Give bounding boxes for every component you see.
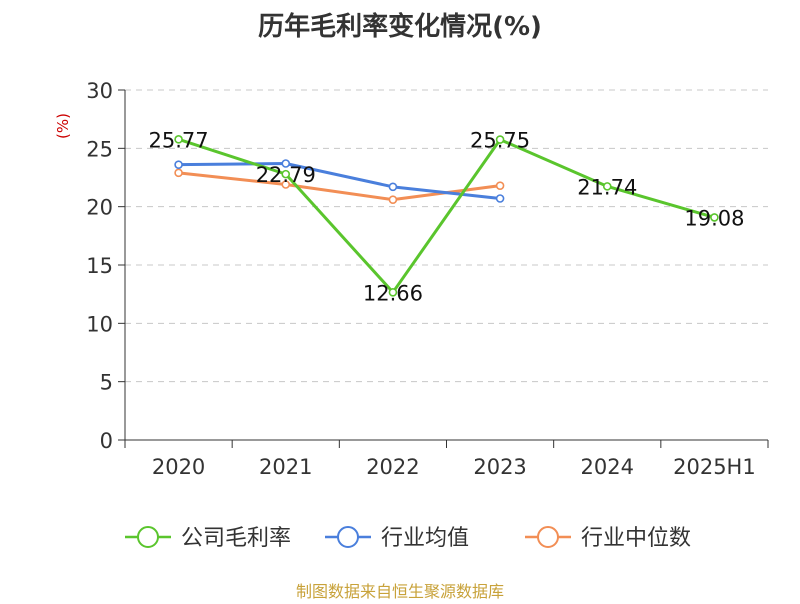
legend-item[interactable]: 行业中位数 [525,526,691,551]
data-point[interactable] [281,169,291,179]
legend-label: 公司毛利率 [181,526,291,551]
data-point[interactable] [710,213,719,222]
data-point[interactable] [388,287,398,297]
x-tick-label: 2025H1 [673,455,756,479]
chart-title: 历年毛利率变化情况(%) [258,12,542,42]
y-tick-label: 25 [86,137,113,161]
legend-marker [337,526,359,548]
y-tick-label: 0 [100,429,113,453]
y-tick-label: 30 [86,79,113,103]
data-label: 25.75 [470,129,530,153]
legend-marker [137,526,159,548]
y-axis-label: (%) [54,113,72,139]
legend-label: 行业均值 [381,526,469,551]
y-tick-label: 20 [86,196,113,220]
data-point[interactable] [495,181,505,190]
data-label: 25.77 [149,128,209,152]
data-point[interactable] [174,135,183,144]
data-point[interactable] [495,194,505,203]
legend: 公司毛利率 行业均值 行业中位数 [125,526,691,551]
data-label: 22.79 [256,163,316,187]
series-layer [174,135,719,297]
data-label: 12.66 [363,281,423,305]
series-line [178,137,715,294]
data-point[interactable] [281,180,291,189]
data-label: 19.08 [684,206,744,230]
legend-label: 行业中位数 [581,526,691,551]
legend-item[interactable]: 行业均值 [325,526,469,551]
axis-layer: 0 5 10 15 20 25 30 (%) 2020 2021 2022 2023 2024 2025H… [54,79,769,479]
y-tick-label: 15 [86,254,113,278]
data-point[interactable] [281,159,291,168]
series-line [178,162,501,200]
data-point[interactable] [495,135,505,144]
data-point[interactable] [174,160,183,169]
y-tick-label: 10 [86,312,113,336]
data-point[interactable] [602,182,612,191]
legend-item[interactable]: 公司毛利率 [125,526,291,551]
x-tick-label: 2023 [473,455,526,479]
data-point[interactable] [388,195,398,204]
data-point[interactable] [388,182,398,192]
legend-marker [537,526,559,548]
label-layer: 25.77 22.79 12.66 25.75 21.74 19.08 [149,128,745,305]
source-text: 制图数据来自恒生聚源数据库 [295,582,504,601]
x-tick-label: 2021 [259,455,312,479]
y-tick-label: 5 [100,371,113,395]
x-tick-label: 2022 [366,455,419,479]
x-tick-label: 2024 [581,455,634,479]
series-line [178,171,501,202]
x-tick-label: 2020 [152,455,205,479]
data-point[interactable] [174,168,183,178]
data-label: 21.74 [577,175,637,199]
grid-layer [125,89,768,383]
